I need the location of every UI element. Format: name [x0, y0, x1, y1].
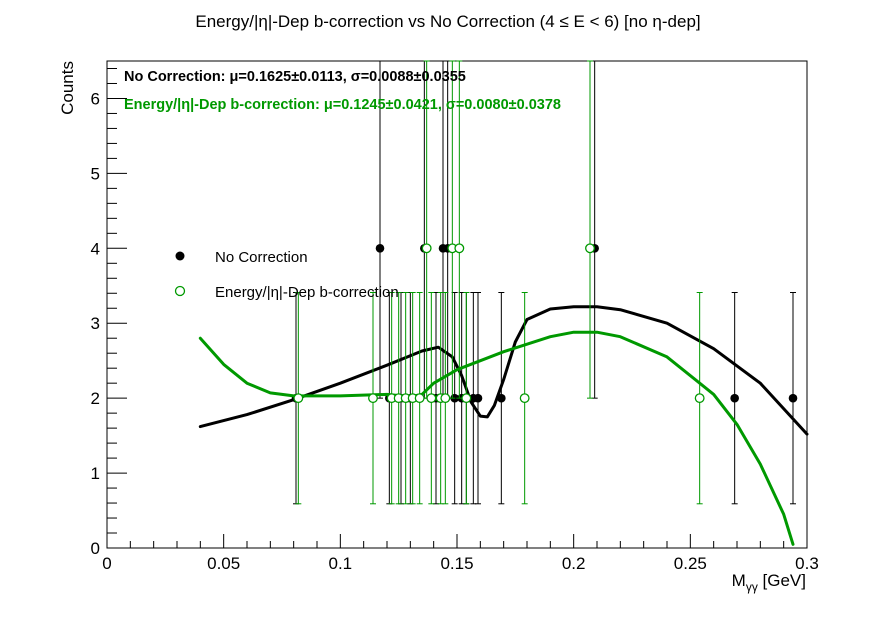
data-point	[730, 393, 739, 403]
data-point	[375, 244, 385, 253]
x-tick-label: 0.2	[562, 554, 586, 573]
fit-curve	[198, 305, 809, 436]
legend-label-no-correction: No Correction	[215, 249, 308, 266]
y-tick-label: 0	[91, 539, 100, 558]
data-point	[440, 393, 451, 404]
x-tick-label: 0.05	[207, 554, 240, 573]
x-axis-label: Mγγ [GeV]	[732, 571, 806, 594]
data-point	[454, 243, 465, 254]
y-tick-label: 5	[91, 164, 100, 183]
fit-curve	[198, 330, 795, 546]
x-tick-label: 0.1	[329, 554, 353, 573]
plot-frame	[106, 60, 808, 549]
data-point	[497, 393, 506, 403]
y-tick-label: 1	[91, 464, 100, 483]
x-tick-label: 0.25	[674, 554, 707, 573]
data-point	[426, 393, 437, 404]
series-layer	[198, 60, 809, 546]
legend-marker-corrected	[174, 285, 186, 297]
y-tick-label: 6	[91, 89, 100, 108]
axes: 0 0.05 0.1 0.15 0.2 0.25 0.3 0 1 2 3 4 5 6	[91, 67, 819, 573]
stats-no-correction: No Correction: μ=0.1625±0.0113, σ=0.0088…	[124, 69, 466, 85]
stats-corrected: Energy/|η|-Dep b-correction: μ=0.1245±0.…	[124, 97, 561, 113]
x-tick-label: 0.15	[440, 554, 473, 573]
legend-label-corrected: Energy/|η|-Dep b-correction	[215, 284, 399, 301]
legend-marker-no-correction	[175, 251, 185, 261]
data-point	[421, 243, 432, 254]
data-point	[519, 393, 530, 404]
y-tick-label: 4	[91, 239, 100, 258]
data-point	[414, 393, 425, 404]
data-point	[585, 243, 595, 254]
y-tick-label: 2	[91, 389, 100, 408]
x-tick-label: 0.3	[795, 554, 819, 573]
y-axis-label: Counts	[58, 61, 77, 115]
series-corrected	[198, 60, 795, 546]
data-point	[694, 393, 705, 404]
y-tick-label: 3	[91, 314, 100, 333]
data-point	[461, 393, 472, 404]
data-point	[473, 393, 483, 403]
data-point	[293, 393, 304, 404]
legend: No Correction Energy/|η|-Dep b-correctio…	[174, 249, 399, 301]
data-point	[368, 393, 378, 404]
series-no-correction	[198, 60, 809, 505]
x-tick-label: 0	[102, 554, 111, 573]
chart-title: Energy/|η|-Dep b-correction vs No Correc…	[195, 12, 700, 31]
data-point	[788, 393, 798, 403]
